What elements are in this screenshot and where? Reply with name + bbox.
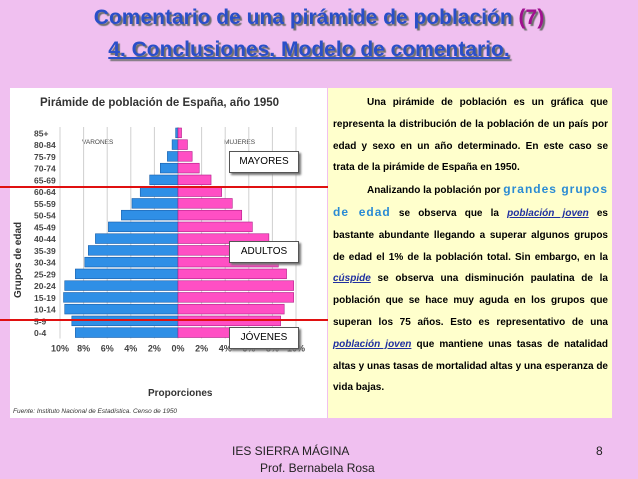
chart-right-header: MUJERES	[224, 139, 256, 146]
y-tick-label: 45-49	[34, 222, 56, 232]
x-tick-label: 6%	[101, 344, 114, 354]
bar-mujeres	[177, 151, 193, 162]
bar-varones	[160, 162, 179, 174]
poblacion-joven-term-2: población joven	[333, 338, 412, 350]
footer-page-number: 8	[596, 444, 603, 458]
p2-text-c: es bastante abundante llegando a superar…	[333, 207, 608, 263]
y-tick-label: 60-64	[34, 187, 56, 197]
p2-text-d: se observa una disminución paulatina de …	[333, 273, 608, 328]
chart-title: Pirámide de población de España, año 195…	[40, 97, 279, 109]
bar-varones	[108, 221, 179, 233]
slide-title: Comentario de una pirámide de población …	[0, 6, 638, 30]
bar-varones	[95, 233, 179, 244]
bar-mujeres	[177, 162, 200, 174]
y-tick-label: 5-9	[34, 316, 47, 326]
chart-left-header: VARONES	[82, 139, 114, 146]
footer-author: Prof. Bernabela Rosa	[260, 461, 375, 475]
grandes-grupos-highlight: grandes grupos de edad	[333, 182, 608, 219]
bar-varones	[131, 198, 179, 209]
bar-varones	[64, 303, 179, 315]
bar-mujeres	[177, 233, 270, 244]
mayores-divider-line	[0, 186, 345, 188]
y-tick-label: 80-84	[34, 140, 56, 150]
y-tick-label: 55-59	[34, 199, 56, 209]
bar-varones	[75, 268, 179, 280]
bar-varones	[175, 127, 179, 139]
slide-subtitle: 4. Conclusiones. Modelo de comentario.	[108, 38, 510, 61]
y-tick-label: 70-74	[34, 164, 56, 174]
bar-varones	[121, 209, 179, 221]
commentary-panel: Una pirámide de población es un gráfica …	[328, 88, 612, 418]
bar-varones	[84, 256, 179, 268]
poblacion-joven-term-1: población joven	[507, 207, 589, 219]
commentary-paragraph-1: Una pirámide de población es un gráfica …	[333, 97, 608, 174]
commentary-paragraph-2: Analizando la población por grandes grup…	[333, 179, 608, 399]
bar-varones	[88, 245, 179, 256]
band-label-adultos: ADULTOS	[229, 241, 299, 263]
chart-source-note: Fuente: Instituto Nacional de Estadístic…	[13, 408, 177, 415]
slide-number-label: (7)	[518, 6, 545, 29]
y-tick-label: 30-34	[34, 258, 56, 268]
chart-y-axis-label: Grupos de edad	[13, 222, 24, 298]
y-tick-label: 35-39	[34, 246, 56, 256]
bar-mujeres	[177, 209, 243, 221]
bar-varones	[171, 139, 179, 150]
bar-mujeres	[177, 221, 253, 233]
bar-varones	[64, 280, 179, 291]
cuspide-term: cúspide	[333, 273, 371, 285]
y-tick-label: 20-24	[34, 281, 56, 291]
y-tick-label: 40-44	[34, 234, 56, 244]
bar-varones	[167, 151, 179, 162]
bar-mujeres	[177, 127, 182, 139]
p2-text-e: que mantiene unas tasas de natalidad alt…	[333, 338, 608, 394]
x-tick-label: 0%	[171, 344, 184, 354]
y-tick-label: 50-54	[34, 211, 56, 221]
y-tick-label: 75-79	[34, 152, 56, 162]
p2-text-a: Analizando la población por	[367, 185, 504, 197]
y-tick-label: 85+	[34, 128, 48, 138]
x-tick-label: 8%	[77, 344, 90, 354]
bar-mujeres	[177, 280, 294, 291]
bar-mujeres	[177, 292, 294, 303]
x-tick-label: 4%	[219, 344, 232, 354]
bar-varones	[149, 174, 179, 186]
bar-mujeres	[177, 186, 222, 197]
bar-mujeres	[177, 174, 212, 186]
bar-varones	[63, 292, 179, 303]
band-label-jovenes: JÓVENES	[229, 327, 299, 349]
y-tick-label: 10-14	[34, 305, 56, 315]
bar-varones	[75, 327, 179, 338]
jovenes-divider-line	[0, 319, 345, 321]
bar-mujeres	[177, 139, 188, 150]
y-tick-label: 25-29	[34, 269, 56, 279]
bar-mujeres	[177, 198, 233, 209]
p2-text-b: se observa que la	[390, 207, 508, 219]
x-tick-label: 2%	[195, 344, 208, 354]
band-label-mayores: MAYORES	[229, 151, 299, 173]
chart-x-axis-label: Proporciones	[148, 388, 213, 399]
y-tick-label: 15-19	[34, 293, 56, 303]
y-tick-label: 0-4	[34, 328, 47, 338]
bar-varones	[139, 186, 179, 197]
x-tick-label: 2%	[148, 344, 161, 354]
slide-title-text: Comentario de una pirámide de población	[93, 6, 519, 29]
footer-school: IES SIERRA MÁGINA	[232, 444, 350, 458]
x-tick-label: 4%	[124, 344, 137, 354]
bar-mujeres	[177, 268, 287, 280]
y-tick-label: 65-69	[34, 175, 56, 185]
bar-mujeres	[177, 303, 285, 315]
x-tick-label: 10%	[51, 344, 69, 354]
